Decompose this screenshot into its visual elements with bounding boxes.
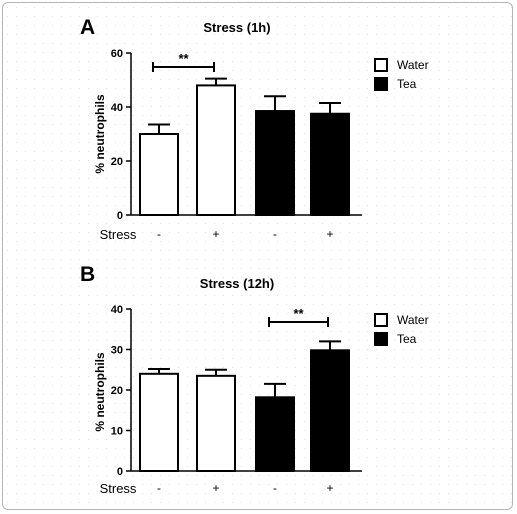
bar-water: [196, 374, 236, 473]
x-row-label-b: Stress: [100, 481, 137, 496]
bar-tea: [255, 110, 295, 216]
bar-water: [139, 133, 179, 216]
legend-b: Water Tea: [374, 313, 429, 346]
x-tick-label: -: [273, 227, 277, 241]
legend-swatch-water: [374, 58, 388, 72]
legend-swatch-tea: [374, 77, 388, 91]
y-tick-label: 0: [117, 466, 123, 478]
x-tick-label: +: [212, 227, 219, 241]
y-tick-label: 30: [111, 345, 123, 357]
y-tick-label: 40: [111, 304, 123, 316]
legend-a: Water Tea: [374, 58, 429, 91]
legend-label: Tea: [397, 332, 417, 346]
legend-swatch-tea: [374, 332, 388, 346]
panel-b: B Stress (12h) % neutrophils Stress 0 10 2…: [80, 263, 429, 496]
bars-a: - + - + **: [139, 51, 350, 241]
x-row-label-a: Stress: [100, 227, 137, 242]
panel-a: A Stress (1h) % neutrophils Stress 0 20 40…: [80, 16, 429, 242]
chart-title-a: Stress (1h): [203, 20, 270, 35]
chart-title-b: Stress (12h): [200, 276, 274, 291]
y-axis-label-b: % neutrophils: [93, 352, 107, 432]
legend-label: Water: [397, 58, 429, 72]
legend-label: Tea: [397, 77, 417, 91]
y-tick-label: 10: [111, 426, 123, 438]
bar-water: [139, 372, 179, 472]
x-tick-label: +: [212, 481, 219, 495]
x-tick-label: -: [157, 227, 161, 241]
y-tick-label: 40: [111, 102, 123, 114]
significance-label: **: [178, 51, 189, 66]
y-tick-label: 20: [111, 156, 123, 168]
x-tick-label: +: [326, 227, 333, 241]
panel-letter-b: B: [80, 263, 95, 286]
bar-tea: [255, 396, 295, 473]
y-tick-label: 60: [111, 48, 123, 60]
panel-letter-a: A: [80, 16, 95, 39]
x-tick-label: -: [273, 481, 277, 495]
significance-label: **: [293, 306, 304, 321]
x-tick-label: +: [326, 481, 333, 495]
bar-tea: [310, 112, 350, 216]
y-axis-label-a: % neutrophils: [93, 94, 107, 174]
x-tick-label: -: [157, 481, 161, 495]
y-tick-label: 0: [117, 210, 123, 222]
y-tick-label: 20: [111, 385, 123, 397]
legend-swatch-water: [374, 313, 388, 327]
figure-frame: [2, 2, 513, 510]
legend-label: Water: [397, 313, 429, 327]
bar-tea: [310, 349, 350, 472]
bars-b: - + - + **: [139, 306, 350, 495]
bar-water: [196, 84, 236, 217]
